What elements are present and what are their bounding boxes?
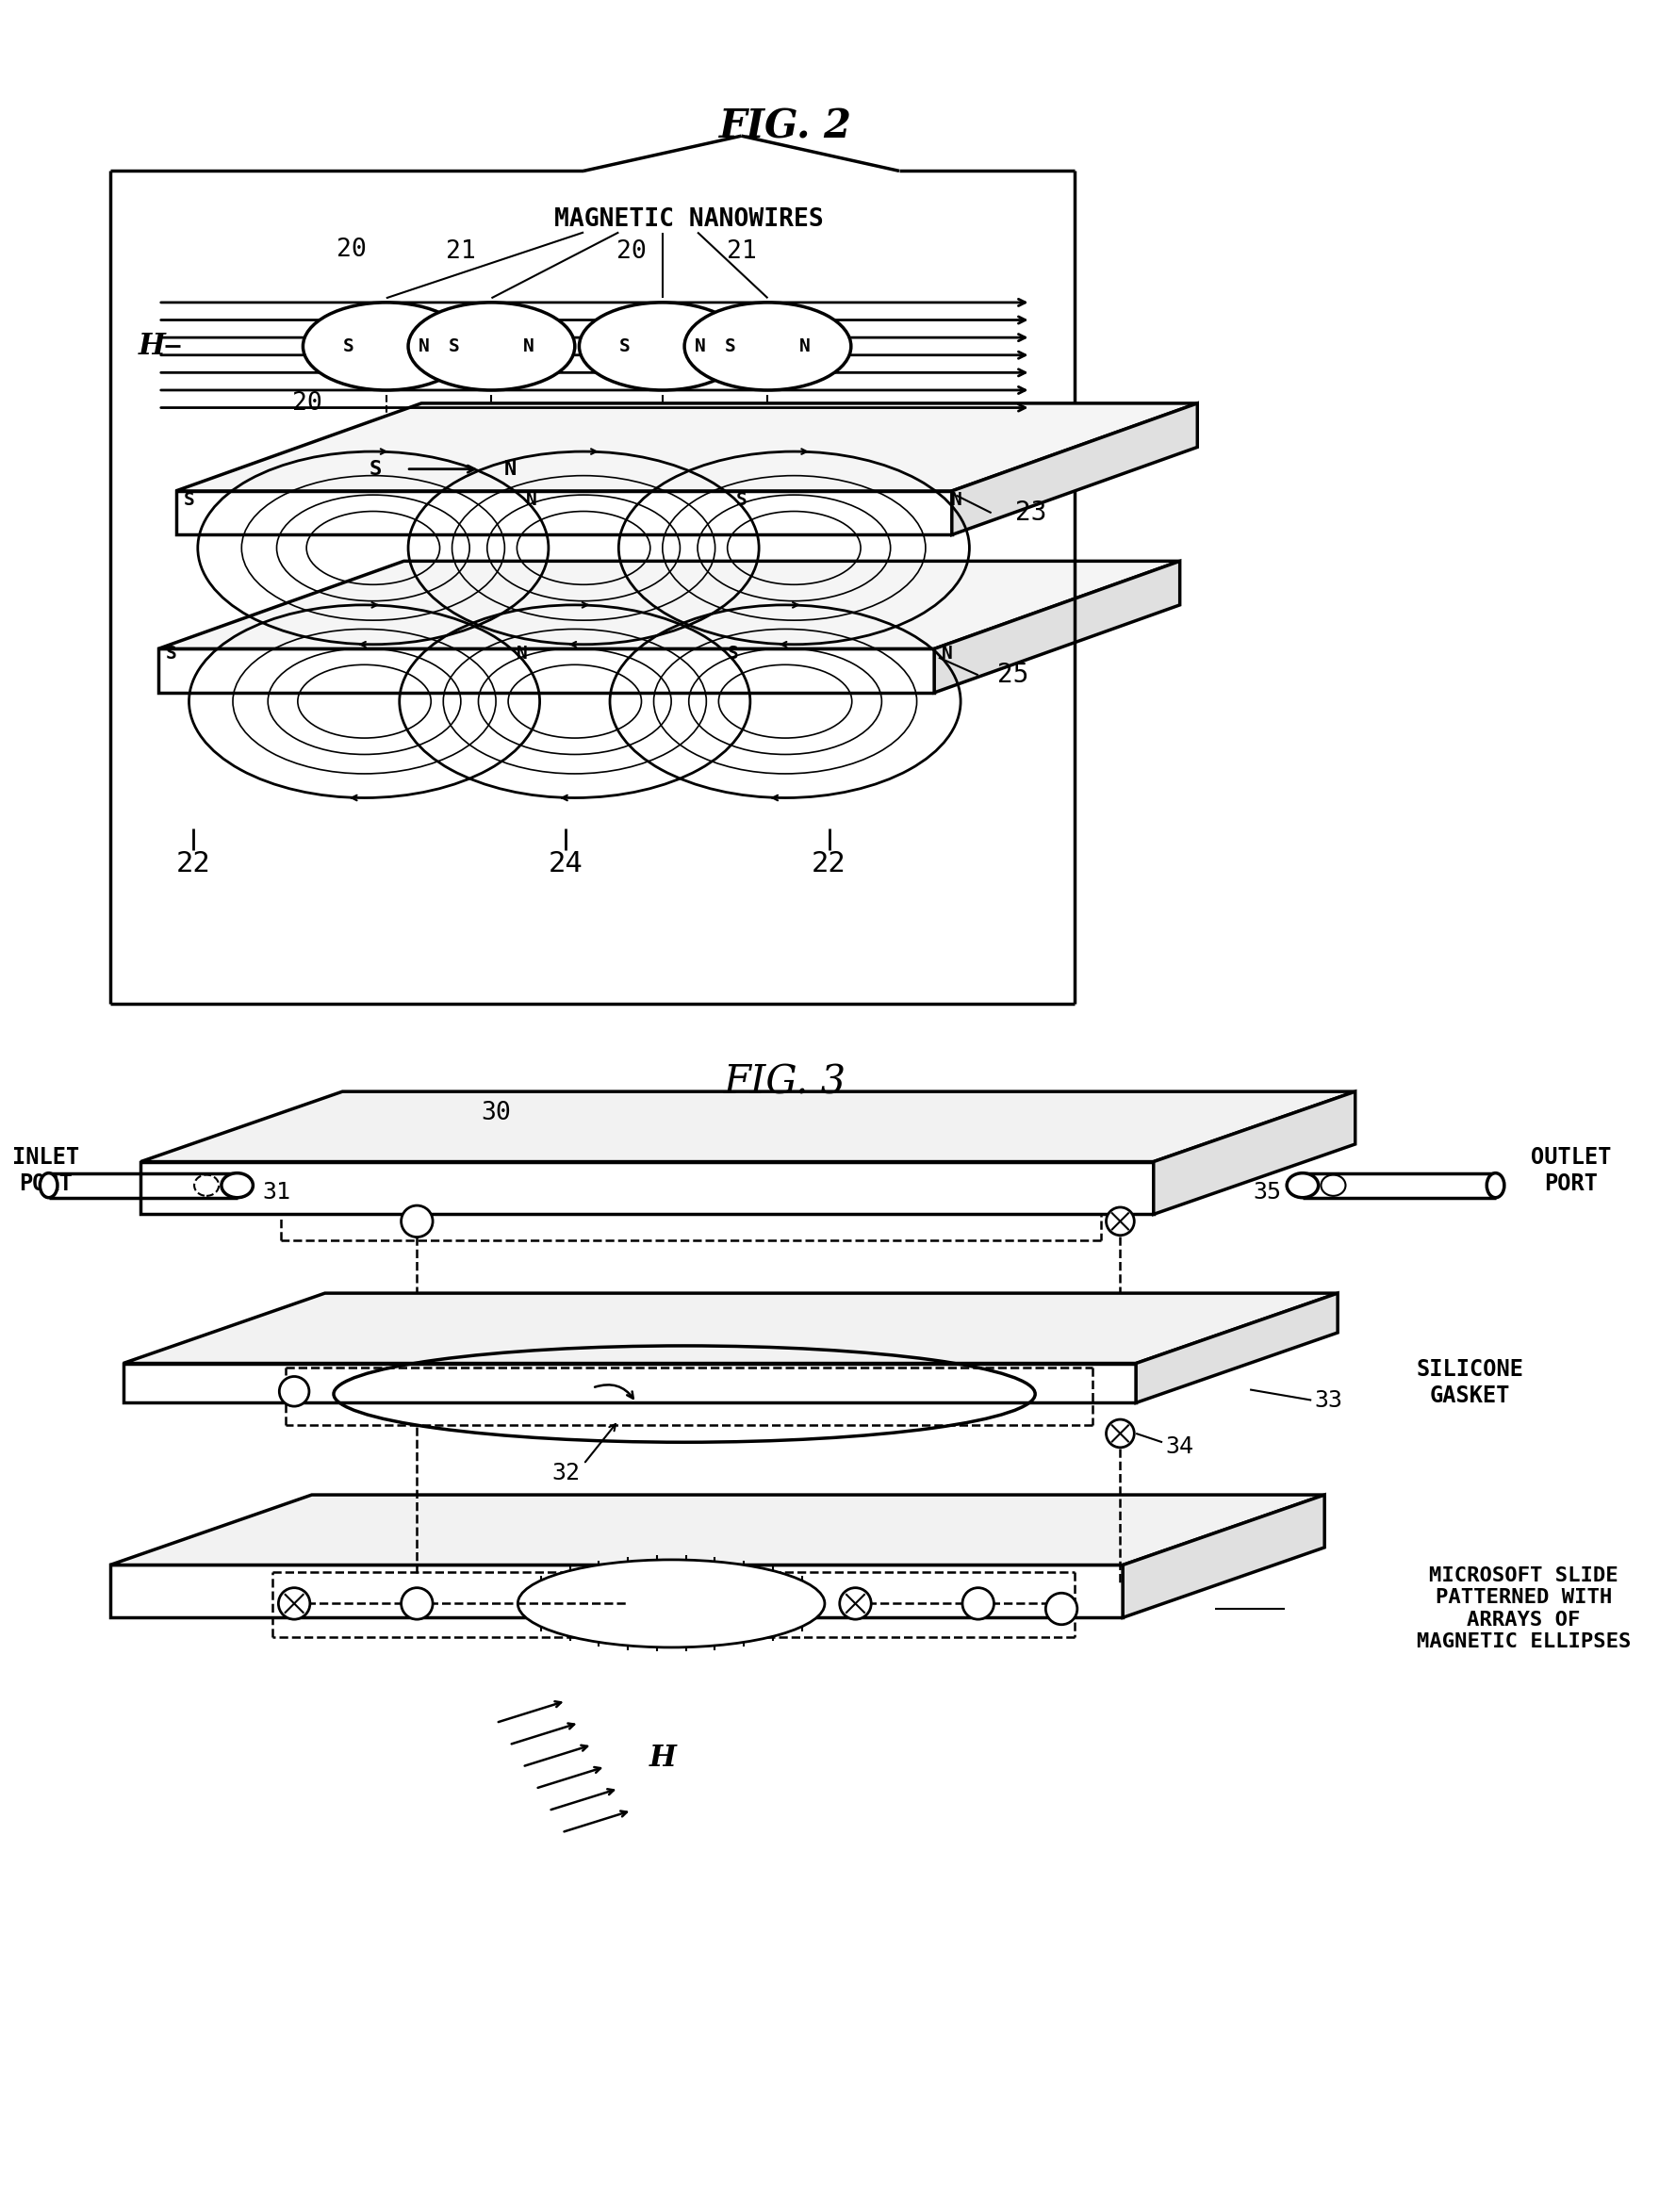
Text: S: S <box>725 338 737 356</box>
Text: H: H <box>649 1743 677 1772</box>
Text: 34: 34 <box>1166 1436 1194 1458</box>
Text: 32: 32 <box>552 1462 581 1484</box>
Text: H: H <box>139 332 166 361</box>
Polygon shape <box>1153 1091 1355 1214</box>
Ellipse shape <box>408 303 574 389</box>
Text: 22: 22 <box>176 849 211 878</box>
Polygon shape <box>109 1564 1123 1617</box>
Text: 20: 20 <box>292 392 322 416</box>
Ellipse shape <box>579 303 747 389</box>
Polygon shape <box>176 403 1198 491</box>
Text: N: N <box>524 338 534 356</box>
Ellipse shape <box>962 1588 994 1619</box>
Text: OUTLET
PORT: OUTLET PORT <box>1531 1146 1611 1194</box>
Text: N: N <box>695 338 705 356</box>
Ellipse shape <box>279 1588 310 1619</box>
Ellipse shape <box>1045 1593 1077 1624</box>
Text: S: S <box>184 491 194 509</box>
Text: 21: 21 <box>727 239 757 263</box>
Text: N: N <box>800 338 811 356</box>
Text: 20: 20 <box>337 237 367 261</box>
Ellipse shape <box>1287 1172 1319 1197</box>
Text: 22: 22 <box>811 849 846 878</box>
Ellipse shape <box>839 1588 871 1619</box>
Polygon shape <box>158 648 934 692</box>
Text: S: S <box>370 460 382 478</box>
Text: N: N <box>951 491 962 509</box>
Text: S: S <box>166 644 178 661</box>
Text: 24: 24 <box>549 849 584 878</box>
Polygon shape <box>109 1495 1324 1564</box>
Polygon shape <box>141 1091 1355 1161</box>
Polygon shape <box>934 562 1180 692</box>
Text: N: N <box>516 644 528 661</box>
Ellipse shape <box>304 303 469 389</box>
Polygon shape <box>158 562 1180 648</box>
Text: 31: 31 <box>262 1181 290 1203</box>
Text: INLET
PORT: INLET PORT <box>12 1146 80 1194</box>
Ellipse shape <box>401 1588 433 1619</box>
Text: MICROSOFT SLIDE
PATTERNED WITH
ARRAYS OF
MAGNETIC ELLIPSES: MICROSOFT SLIDE PATTERNED WITH ARRAYS OF… <box>1417 1566 1631 1650</box>
Text: 25: 25 <box>997 661 1029 688</box>
Ellipse shape <box>221 1172 252 1197</box>
Text: S: S <box>727 644 738 661</box>
Text: S: S <box>448 338 460 356</box>
Ellipse shape <box>401 1206 433 1237</box>
Text: FIG. 3: FIG. 3 <box>723 1064 846 1102</box>
Ellipse shape <box>1107 1208 1135 1234</box>
Text: 21: 21 <box>446 239 476 263</box>
Text: 20: 20 <box>617 239 647 263</box>
Polygon shape <box>141 1161 1153 1214</box>
Text: 30: 30 <box>481 1102 511 1126</box>
Ellipse shape <box>518 1559 825 1648</box>
Text: S: S <box>737 491 747 509</box>
Polygon shape <box>1123 1495 1324 1617</box>
Text: N: N <box>526 491 536 509</box>
Polygon shape <box>1136 1294 1337 1402</box>
Text: 33: 33 <box>1316 1389 1344 1411</box>
Text: N: N <box>504 460 518 478</box>
Ellipse shape <box>320 411 566 526</box>
Text: S: S <box>619 338 630 356</box>
Text: N: N <box>942 644 952 661</box>
Ellipse shape <box>40 1172 58 1197</box>
Ellipse shape <box>1486 1172 1505 1197</box>
Polygon shape <box>176 491 952 535</box>
Text: S: S <box>343 338 355 356</box>
Text: N: N <box>418 338 430 356</box>
Polygon shape <box>123 1294 1337 1363</box>
Polygon shape <box>952 403 1198 535</box>
Text: SILICONE
GASKET: SILICONE GASKET <box>1417 1358 1525 1407</box>
Ellipse shape <box>1107 1420 1135 1447</box>
Text: FIG. 2: FIG. 2 <box>718 108 851 146</box>
Text: MAGNETIC NANOWIRES: MAGNETIC NANOWIRES <box>554 208 823 232</box>
Polygon shape <box>123 1363 1136 1402</box>
Ellipse shape <box>279 1376 309 1407</box>
Text: 23: 23 <box>1015 500 1047 526</box>
Ellipse shape <box>685 303 851 389</box>
Text: 35: 35 <box>1254 1181 1282 1203</box>
